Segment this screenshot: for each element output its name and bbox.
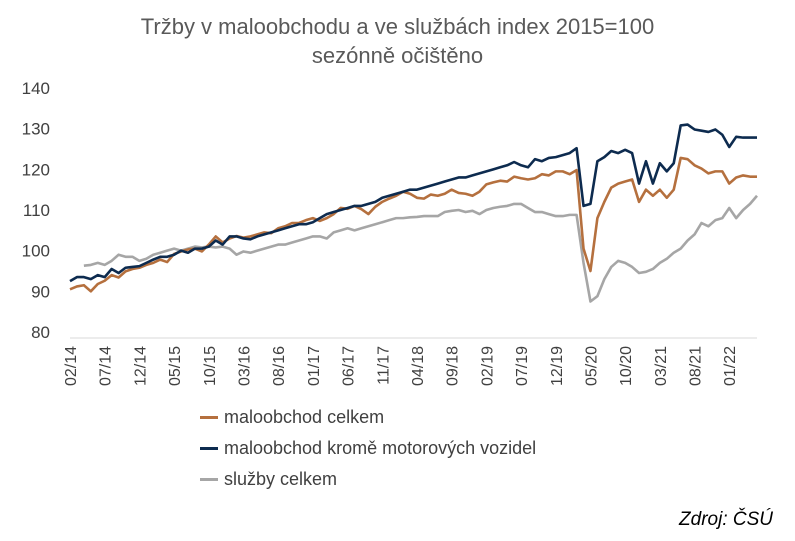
x-tick-label: 03/21 (653, 346, 670, 386)
x-tick-label: 01/17 (306, 346, 323, 386)
y-tick-label: 110 (23, 201, 50, 220)
x-tick-label: 03/16 (236, 346, 253, 386)
x-tick-label: 11/17 (375, 346, 392, 385)
x-tick-label: 08/16 (271, 346, 288, 386)
y-tick-label: 80 (31, 323, 50, 342)
x-tick-label: 02/19 (479, 346, 496, 386)
series-line-maloobchod-bez-aut (69, 123, 757, 283)
x-tick-label: 06/17 (341, 346, 358, 386)
x-tick-label: 04/18 (410, 346, 427, 386)
legend-item-sluzby-celkem: služby celkem (200, 464, 536, 495)
legend-label: maloobchod kromě motorových vozidel (224, 438, 537, 458)
legend-label: služby celkem (224, 469, 338, 489)
x-tick-label: 07/19 (514, 346, 531, 386)
legend-swatch (200, 447, 218, 450)
source-note: Zdroj: ČSÚ (679, 509, 773, 530)
x-tick-label: 07/14 (98, 346, 115, 386)
x-tick-label: 09/18 (445, 346, 462, 386)
x-tick-label: 10/15 (202, 346, 219, 386)
y-tick-label: 130 (22, 120, 50, 139)
x-tick-label: 01/22 (722, 346, 739, 386)
x-tick-label: 08/21 (688, 346, 705, 386)
legend: maloobchod celkem maloobchod kromě motor… (200, 402, 536, 495)
x-tick-label: 05/20 (583, 346, 600, 386)
legend-swatch (200, 416, 218, 419)
chart-title-line-1: Tržby v maloobchodu a ve službách index … (140, 14, 655, 39)
y-tick-label: 140 (22, 79, 50, 98)
x-tick-label: 05/15 (167, 346, 184, 386)
chart-title-line-2: sezónně očištěno (311, 43, 484, 68)
series-line-sluzby-celkem (83, 194, 758, 303)
y-tick-label: 100 (22, 242, 50, 261)
y-tick-label: 90 (31, 282, 50, 301)
y-tick-label: 120 (22, 160, 50, 179)
legend-item-maloobchod-bez-aut: maloobchod kromě motorových vozidel (200, 433, 536, 464)
x-tick-label: 12/19 (549, 346, 566, 386)
chart-title: Tržby v maloobchodu a ve službách index … (0, 12, 795, 70)
x-tick-label: 10/20 (618, 346, 635, 386)
x-tick-label: 02/14 (63, 346, 80, 386)
legend-item-maloobchod-celkem: maloobchod celkem (200, 402, 536, 433)
x-tick-label: 12/14 (132, 346, 149, 386)
legend-label: maloobchod celkem (224, 407, 385, 427)
legend-swatch (200, 478, 218, 481)
